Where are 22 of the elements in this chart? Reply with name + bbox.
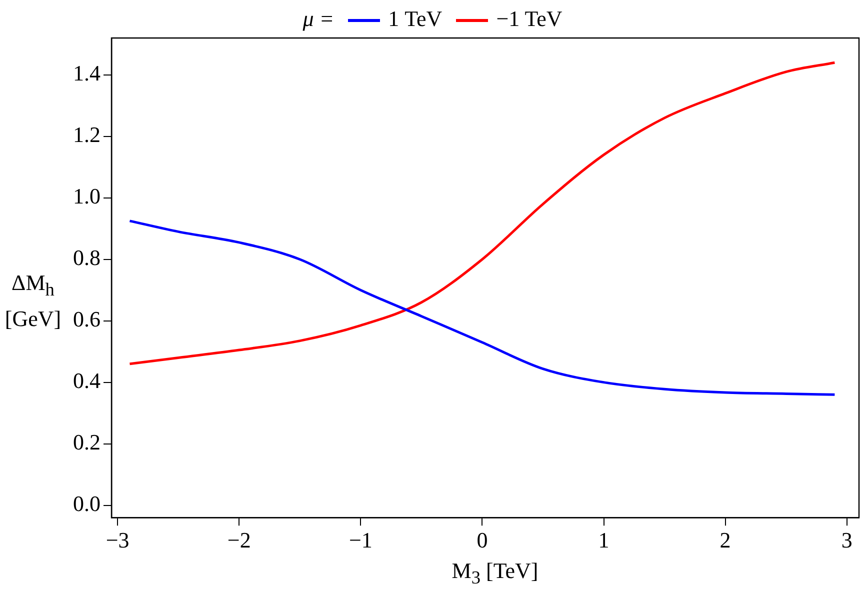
x-tick-label: −2 (227, 528, 251, 553)
x-tick-label: 0 (476, 528, 488, 553)
x-tick-label: −1 (348, 528, 372, 553)
line-series (128, 61, 836, 366)
y-tick-label: 0.8 (73, 245, 100, 270)
line-series (128, 220, 836, 396)
legend-title: μ = (302, 6, 334, 31)
x-axis-title: M$_{3}$ [TeV] (450, 558, 540, 588)
y-tick-label: 0.0 (73, 491, 100, 516)
y-tick-label: 0.4 (73, 368, 100, 394)
y-tick-label: 1.0 (73, 184, 100, 209)
y-tick-label: 1.4 (73, 60, 100, 86)
legend-label: 1 TeV (388, 6, 442, 31)
x-tick-label: −3 (106, 528, 130, 553)
x-tick-label: 3 (841, 528, 852, 553)
y-tick-label: 0.2 (73, 430, 100, 455)
x-tick-label: 1 (598, 528, 610, 553)
y-tick-label: 1.2 (73, 122, 100, 148)
legend-label: −1 TeV (496, 6, 562, 31)
x-tick-label: 2 (720, 528, 731, 553)
y-tick-label: 0.6 (73, 306, 100, 332)
y-axis-title: ΔM$_{h}$ [GeV] (4, 269, 62, 334)
